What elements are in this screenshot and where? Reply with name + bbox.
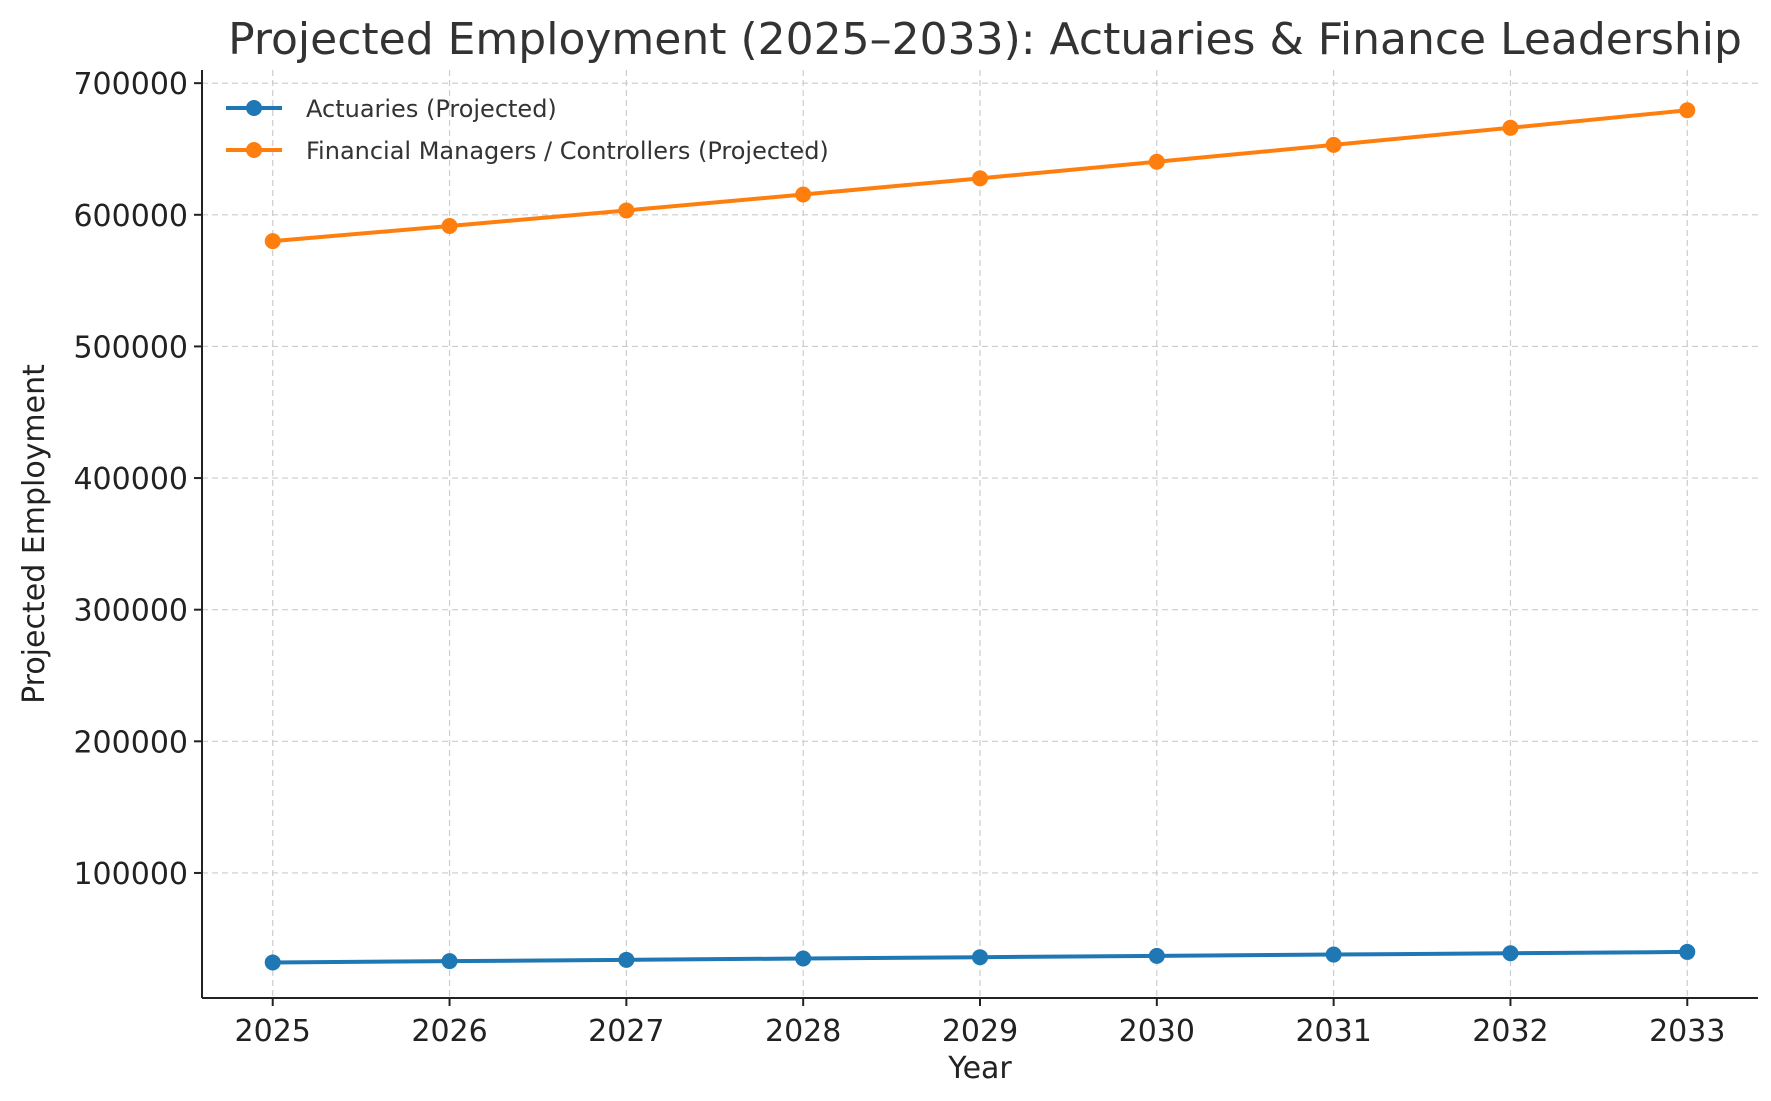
y-axis-label: Projected Employment	[17, 364, 52, 704]
series-1	[264, 943, 1696, 971]
y-tick-label: 300000	[73, 594, 188, 629]
legend-item: Financial Managers / Controllers (Projec…	[226, 137, 829, 165]
x-tick-label: 2032	[1472, 1014, 1548, 1049]
y-tick-label: 200000	[73, 725, 188, 760]
x-tick-label: 2025	[235, 1014, 311, 1049]
chart-title: Projected Employment (2025–2033): Actuar…	[228, 14, 1742, 65]
x-tick-label: 2026	[411, 1014, 487, 1049]
data-point	[1679, 943, 1696, 960]
data-point	[1502, 945, 1519, 962]
data-point	[441, 953, 458, 970]
data-point	[618, 202, 635, 219]
series-layer	[264, 102, 1696, 971]
data-point	[972, 170, 988, 187]
y-tick-label: 600000	[73, 199, 188, 234]
y-tick-label: 700000	[73, 67, 188, 102]
series-2	[264, 102, 1696, 250]
data-point	[795, 186, 812, 203]
legend-label: Actuaries (Projected)	[306, 95, 557, 123]
data-point	[1325, 946, 1342, 963]
x-tick-label: 2027	[588, 1014, 664, 1049]
legend-marker	[246, 142, 262, 158]
y-tick-label: 400000	[73, 462, 188, 497]
data-point	[441, 217, 458, 234]
y-tick-label: 100000	[73, 857, 188, 892]
data-point	[264, 233, 281, 250]
x-tick-label: 2030	[1119, 1014, 1195, 1049]
legend-marker	[246, 100, 262, 116]
x-ticks: 2025 2026 2027 2028 2029 2030 2031 2032 2033	[235, 998, 1725, 1049]
data-point	[1679, 102, 1696, 119]
x-tick-label: 2033	[1649, 1014, 1725, 1049]
y-tick-label: 500000	[73, 330, 188, 365]
legend-item: Actuaries (Projected)	[226, 95, 557, 123]
data-point	[1325, 136, 1342, 153]
x-axis-label: Year	[947, 1051, 1012, 1086]
data-point	[972, 949, 988, 966]
x-tick-label: 2031	[1295, 1014, 1371, 1049]
data-point	[1148, 153, 1165, 170]
data-point	[795, 950, 812, 967]
data-point	[618, 951, 635, 968]
data-point	[1502, 119, 1519, 136]
x-tick-label: 2028	[765, 1014, 841, 1049]
legend-label: Financial Managers / Controllers (Projec…	[306, 137, 829, 165]
data-point	[1148, 947, 1165, 964]
y-ticks: 100000 200000 300000 400000 500000 600000 7000…	[73, 67, 202, 892]
data-point	[264, 954, 281, 971]
legend: Actuaries (Projected) Financial Managers …	[226, 95, 829, 165]
x-tick-label: 2029	[942, 1014, 1018, 1049]
grid	[202, 70, 1758, 998]
